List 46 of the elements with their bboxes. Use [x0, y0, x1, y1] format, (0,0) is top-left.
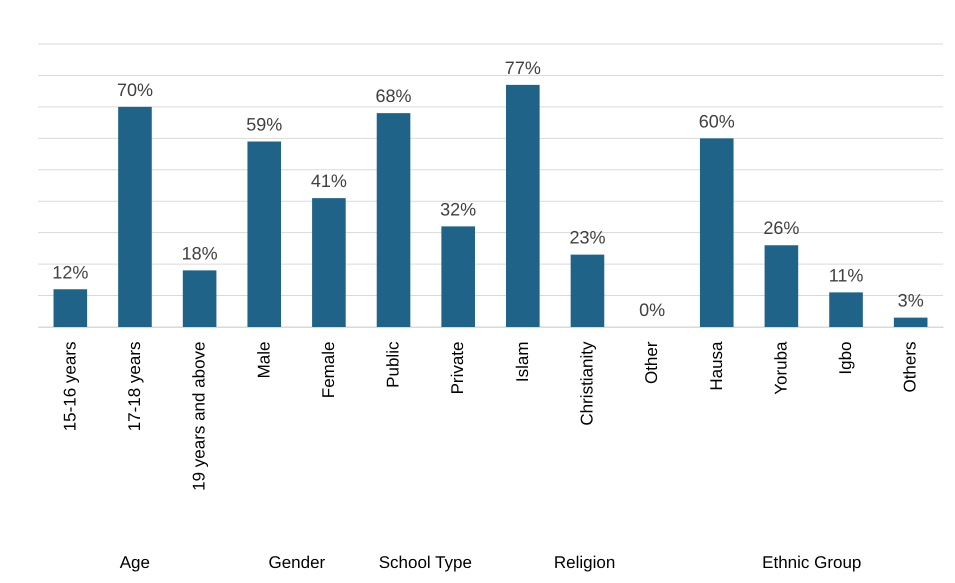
bar	[182, 270, 216, 327]
x-tick-label: Male	[254, 342, 274, 378]
bar	[376, 113, 410, 327]
data-label: 70%	[116, 80, 153, 100]
x-tick-label: Igbo	[836, 342, 856, 375]
bar	[54, 289, 88, 327]
x-tick-label: Private	[448, 342, 468, 394]
data-label: 12%	[52, 262, 88, 282]
data-label: 59%	[246, 114, 282, 134]
x-tick-label: 17-18 years	[124, 342, 144, 432]
data-label: 68%	[376, 86, 412, 106]
data-label: 77%	[504, 58, 541, 78]
data-label: 32%	[440, 199, 476, 220]
data-label: 26%	[763, 218, 800, 238]
text: Religion	[554, 553, 616, 572]
x-tick-label: Yoruba	[771, 340, 790, 395]
data-label: 0%	[639, 300, 666, 320]
text: Ethnic Group	[762, 553, 862, 572]
x-tick-label: Other	[642, 341, 662, 384]
bar	[312, 198, 346, 327]
x-tick-label: Public	[384, 341, 403, 388]
bar	[506, 84, 540, 327]
data-label: 23%	[569, 228, 606, 248]
bar	[441, 226, 475, 327]
data-label: 60%	[698, 111, 735, 132]
bar	[118, 106, 152, 327]
text: Age	[120, 553, 150, 572]
x-tick-label: Christianity	[577, 341, 596, 426]
data-label: 3%	[898, 290, 924, 311]
bar	[570, 254, 604, 327]
text: School Type	[378, 553, 472, 572]
x-tick-label: Islam	[512, 342, 532, 382]
bar	[247, 141, 282, 327]
text: Gender	[268, 553, 326, 572]
data-label: 41%	[310, 171, 347, 192]
data-label: 18%	[182, 243, 218, 264]
x-tick-label: Others	[900, 342, 920, 393]
data-label: 11%	[828, 265, 864, 286]
x-tick-label: 15-16 years	[60, 342, 80, 432]
bar	[894, 318, 928, 327]
bar	[829, 292, 863, 327]
x-tick-label: 19 years and above	[190, 342, 209, 491]
x-tick-label: Female	[318, 342, 338, 398]
bar	[764, 245, 798, 327]
x-tick-label: Hausa	[706, 340, 726, 391]
bar	[700, 138, 734, 327]
